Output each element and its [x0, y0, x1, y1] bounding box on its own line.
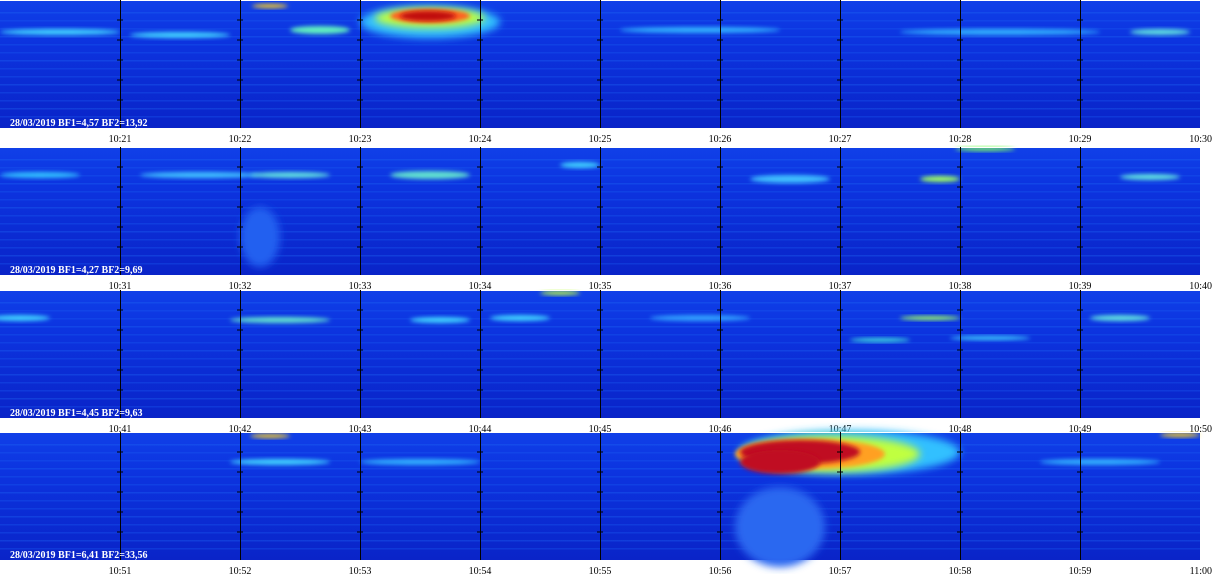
intensity-blob — [410, 317, 470, 323]
panel-caption: 28/03/2019 BF1=4,27 BF2=9,69 — [10, 265, 143, 276]
time-tick-label: 10:46 — [709, 424, 732, 435]
time-tick-label: 10:50 — [1189, 424, 1212, 435]
panel: 10:51 10:52 10:53 10:54 10:55 10:56 10:57 10:58… — [0, 430, 1212, 574]
intensity-blob — [230, 317, 330, 323]
time-tick-label: 10:55 — [589, 566, 612, 574]
time-tick-label: 10:53 — [349, 566, 372, 574]
intensity-blob — [1120, 174, 1180, 180]
time-tick-label: 10:48 — [949, 424, 972, 435]
intensity-blob — [540, 291, 580, 295]
time-tick-label: 10:43 — [349, 424, 372, 435]
time-tick-label: 10:47 — [829, 424, 852, 435]
time-tick-label: 10:36 — [709, 281, 732, 292]
intensity-blob — [250, 172, 330, 178]
time-tick-label: 10:37 — [829, 281, 852, 292]
time-tick-label: 10:31 — [109, 281, 132, 292]
time-tick-label: 10:56 — [709, 566, 732, 574]
intensity-blob — [1130, 29, 1190, 35]
time-tick-label: 10:23 — [349, 134, 372, 145]
intensity-blob — [920, 176, 960, 182]
intensity-blob — [650, 315, 750, 321]
intensity-blob — [0, 172, 80, 178]
time-tick-label: 10:35 — [589, 281, 612, 292]
time-tick-label: 10:42 — [229, 424, 252, 435]
intensity-blob — [400, 11, 456, 21]
time-tick-label: 10:38 — [949, 281, 972, 292]
intensity-blob — [850, 338, 910, 342]
time-tick-label: 10:29 — [1069, 134, 1092, 145]
intensity-blob — [900, 316, 960, 320]
time-tick-label: 10:58 — [949, 566, 972, 574]
intensity-blob — [240, 207, 280, 267]
time-tick-label: 10:49 — [1069, 424, 1092, 435]
intensity-blob — [250, 434, 290, 438]
time-tick-label: 10:32 — [229, 281, 252, 292]
intensity-blob — [360, 459, 480, 465]
time-tick-label: 10:24 — [469, 134, 492, 145]
intensity-blob — [950, 336, 1030, 340]
time-tick-label: 10:39 — [1069, 281, 1092, 292]
intensity-blob — [390, 171, 470, 179]
intensity-blob — [900, 29, 1100, 35]
time-tick-label: 10:21 — [109, 134, 132, 145]
intensity-blob — [0, 29, 120, 35]
time-tick-label: 10:40 — [1189, 281, 1212, 292]
time-tick-label: 10:41 — [109, 424, 132, 435]
panel-caption: 28/03/2019 BF1=4,57 BF2=13,92 — [10, 118, 148, 129]
time-tick-label: 10:25 — [589, 134, 612, 145]
intensity-blob — [290, 26, 350, 34]
time-tick-label: 10:44 — [469, 424, 492, 435]
time-tick-label: 10:45 — [589, 424, 612, 435]
time-tick-label: 10:27 — [829, 134, 852, 145]
intensity-blob — [252, 4, 288, 8]
panel-caption: 28/03/2019 BF1=6,41 BF2=33,56 — [10, 550, 148, 561]
time-tick-label: 10:22 — [229, 134, 252, 145]
intensity-blob — [735, 487, 825, 567]
time-tick-label: 10:26 — [709, 134, 732, 145]
intensity-blob — [1090, 315, 1150, 321]
time-tick-label: 10:59 — [1069, 566, 1092, 574]
time-tick-label: 10:34 — [469, 281, 492, 292]
intensity-blob — [740, 450, 820, 474]
time-tick-label: 10:51 — [109, 566, 132, 574]
intensity-blob — [1160, 433, 1200, 437]
time-tick-label: 10:57 — [829, 566, 852, 574]
time-tick-label: 10:28 — [949, 134, 972, 145]
intensity-blob — [130, 32, 230, 38]
intensity-blob — [0, 315, 50, 321]
intensity-blob — [750, 175, 830, 183]
intensity-blob — [230, 459, 330, 465]
time-tick-label: 10:54 — [469, 566, 492, 574]
time-tick-label: 10:30 — [1189, 134, 1212, 145]
intensity-blob — [140, 172, 260, 178]
intensity-blob — [1040, 459, 1160, 465]
time-tick-label: 11:00 — [1190, 566, 1212, 574]
panel: 10:41 10:42 10:43 10:44 10:45 10:46 10:47 10:48… — [0, 290, 1212, 435]
intensity-blob — [620, 27, 780, 33]
intensity-blob — [560, 162, 600, 168]
time-tick-label: 10:33 — [349, 281, 372, 292]
panel-caption: 28/03/2019 BF1=4,45 BF2=9,63 — [10, 408, 143, 419]
time-tick-label: 10:52 — [229, 566, 252, 574]
panel: 10:21 10:22 10:23 10:24 10:25 10:26 10:27 10:28… — [0, 0, 1212, 145]
panel: 10:31 10:32 10:33 10:34 10:35 10:36 10:37 10:38… — [0, 147, 1212, 292]
intensity-blob — [490, 315, 550, 321]
